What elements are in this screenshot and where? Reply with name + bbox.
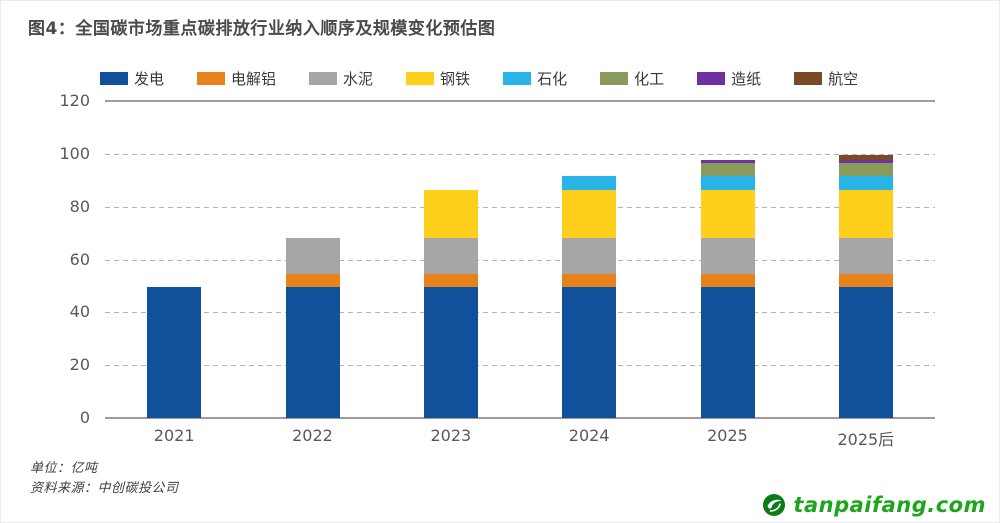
gridline-100 [105, 153, 935, 155]
bar-segment-水泥 [285, 238, 340, 275]
bar-segment-电解铝 [838, 274, 893, 288]
bar-segment-发电 [423, 287, 478, 418]
bar-segment-电解铝 [562, 274, 617, 288]
legend-label: 航空 [828, 70, 859, 88]
legend-item-化工: 化工 [600, 68, 664, 89]
bar-segment-水泥 [562, 238, 617, 275]
x-axis-tick-label: 2021 [153, 426, 195, 445]
bar-2025后 [838, 155, 893, 418]
bar-segment-钢铁 [838, 189, 893, 239]
bar-segment-造纸 [838, 160, 893, 164]
gridline-20 [105, 365, 935, 367]
bar-segment-航空 [838, 155, 893, 161]
bar-segment-发电 [838, 287, 893, 418]
bar-segment-造纸 [700, 160, 755, 164]
legend-label: 电解铝 [231, 70, 277, 88]
bar-2021 [147, 287, 202, 418]
legend-swatch-icon [503, 72, 532, 85]
legend-item-发电: 发电 [100, 68, 164, 89]
legend-item-石化: 石化 [503, 68, 567, 89]
bar-2024 [562, 176, 617, 418]
unit-note: 单位：亿吨 [30, 461, 98, 476]
legend-swatch-icon [309, 72, 338, 85]
legend-swatch-icon [100, 72, 128, 85]
x-axis-tick-label: 2022 [292, 426, 333, 445]
legend: 发电 电解铝 水泥 钢铁 石化 化工 造纸 航空 [100, 68, 858, 89]
bar-segment-钢铁 [700, 189, 755, 239]
x-axis-tick-label: 2023 [430, 426, 472, 445]
legend-label: 发电 [134, 70, 165, 88]
bar-segment-钢铁 [562, 189, 617, 239]
bar-segment-石化 [562, 176, 617, 190]
y-axis-tick-label: 20 [69, 355, 90, 375]
y-axis-tick-label: 120 [59, 91, 90, 110]
legend-item-电解铝: 电解铝 [197, 68, 276, 89]
gridline-80 [105, 206, 935, 208]
y-axis-tick-label: 80 [69, 196, 90, 216]
legend-item-水泥: 水泥 [309, 68, 373, 89]
y-axis-tick-label: 0 [79, 408, 90, 427]
bar-segment-发电 [285, 287, 340, 418]
tanpaifang-watermark[interactable]: tanpaifang.com [762, 493, 986, 517]
legend-item-钢铁: 钢铁 [406, 68, 470, 89]
source-note: 资料来源：中创碳投公司 [30, 481, 179, 496]
bar-segment-石化 [838, 176, 893, 190]
bar-segment-石化 [700, 176, 755, 190]
x-axis-tick-label: 2025 [707, 426, 748, 445]
x-axis-tick-label: 2025后 [837, 430, 895, 449]
legend-swatch-icon [697, 72, 726, 85]
legend-label: 水泥 [343, 70, 374, 88]
legend-swatch-icon [794, 72, 823, 85]
bar-2025 [700, 160, 755, 418]
gridline-120 [105, 100, 935, 102]
y-axis-tick-label: 100 [59, 143, 90, 163]
bar-segment-水泥 [838, 238, 893, 275]
bar-segment-发电 [147, 287, 202, 418]
legend-label: 造纸 [731, 70, 762, 88]
tanpaifang-logo-text: tanpaifang.com [793, 493, 986, 517]
gridline-0 [105, 417, 935, 419]
bar-segment-电解铝 [285, 274, 340, 288]
bar-2023 [423, 189, 478, 418]
bar-segment-化工 [838, 163, 893, 177]
legend-label: 化工 [634, 70, 665, 88]
legend-item-造纸: 造纸 [697, 68, 761, 89]
y-axis-tick-label: 40 [69, 302, 90, 322]
legend-label: 钢铁 [440, 70, 471, 88]
y-axis-tick-label: 60 [69, 249, 90, 269]
gridline-60 [105, 259, 935, 261]
x-axis-tick-label: 2024 [568, 426, 610, 445]
bar-segment-电解铝 [423, 274, 478, 288]
legend-swatch-icon [600, 72, 629, 85]
bar-segment-发电 [700, 287, 755, 418]
bar-segment-化工 [700, 163, 755, 177]
legend-swatch-icon [406, 72, 435, 85]
legend-swatch-icon [197, 72, 226, 85]
tanpaifang-logo-icon [762, 493, 786, 517]
bar-2022 [285, 238, 340, 418]
bar-segment-发电 [562, 287, 617, 418]
legend-label: 石化 [537, 70, 568, 88]
gridline-40 [105, 312, 935, 314]
bar-segment-水泥 [423, 238, 478, 275]
bar-segment-钢铁 [423, 189, 478, 239]
bar-segment-电解铝 [700, 274, 755, 288]
chart-title: 图4：全国碳市场重点碳排放行业纳入顺序及规模变化预估图 [28, 19, 496, 39]
legend-item-航空: 航空 [794, 68, 858, 89]
bar-segment-水泥 [700, 238, 755, 275]
